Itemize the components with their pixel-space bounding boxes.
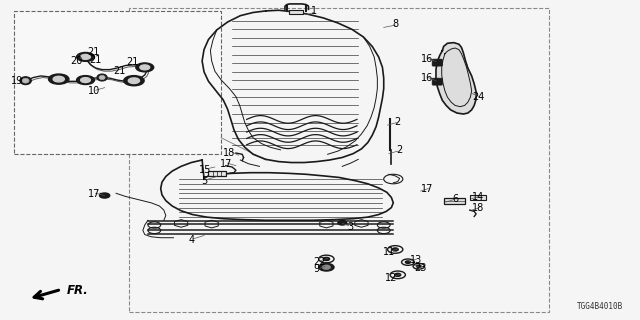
Text: 22: 22 — [314, 257, 326, 267]
Bar — [209, 171, 227, 176]
Circle shape — [81, 78, 90, 83]
Circle shape — [100, 193, 109, 198]
Text: 3: 3 — [348, 222, 354, 232]
FancyBboxPatch shape — [432, 59, 442, 66]
Text: 17: 17 — [88, 189, 100, 199]
Circle shape — [49, 74, 69, 84]
Text: 10: 10 — [88, 86, 100, 96]
Text: 4: 4 — [188, 235, 195, 245]
Circle shape — [417, 265, 421, 268]
Text: 23: 23 — [415, 263, 427, 274]
Text: FR.: FR. — [67, 284, 88, 297]
Text: 2: 2 — [396, 146, 402, 156]
Text: 9: 9 — [314, 264, 320, 275]
Ellipse shape — [99, 76, 105, 80]
Text: 11: 11 — [383, 247, 395, 257]
Text: 2: 2 — [395, 117, 401, 127]
Circle shape — [338, 220, 347, 225]
Ellipse shape — [97, 74, 107, 81]
Bar — [289, 10, 303, 14]
Ellipse shape — [22, 78, 29, 83]
Circle shape — [129, 78, 140, 84]
Text: 5: 5 — [201, 176, 207, 186]
FancyBboxPatch shape — [432, 78, 442, 85]
Text: 1: 1 — [310, 6, 317, 16]
Text: 8: 8 — [392, 19, 398, 29]
Circle shape — [77, 52, 95, 61]
Text: 21: 21 — [126, 57, 138, 67]
Text: 21: 21 — [90, 55, 102, 65]
Text: 16: 16 — [421, 54, 433, 64]
Circle shape — [77, 76, 95, 84]
Circle shape — [53, 76, 65, 82]
Text: TGG4B4010B: TGG4B4010B — [577, 302, 623, 311]
Circle shape — [405, 261, 410, 263]
Text: 16: 16 — [421, 73, 433, 83]
Text: 20: 20 — [70, 56, 83, 66]
Bar — [14, 11, 221, 154]
Polygon shape — [436, 43, 476, 114]
Bar — [444, 198, 465, 204]
Text: 21: 21 — [113, 66, 125, 76]
Text: 24: 24 — [472, 92, 484, 102]
Circle shape — [81, 54, 90, 59]
Ellipse shape — [20, 77, 31, 85]
Circle shape — [392, 248, 398, 251]
Text: 19: 19 — [11, 76, 24, 86]
Bar — [470, 195, 486, 200]
Text: 6: 6 — [452, 194, 458, 204]
Text: 14: 14 — [472, 192, 484, 203]
Circle shape — [319, 263, 334, 271]
Text: 12: 12 — [385, 273, 397, 283]
Circle shape — [124, 76, 144, 86]
Text: 18: 18 — [223, 148, 236, 158]
Text: 15: 15 — [199, 165, 211, 175]
Text: 18: 18 — [472, 203, 484, 213]
Circle shape — [323, 265, 330, 269]
Bar — [129, 8, 549, 312]
Circle shape — [136, 63, 154, 72]
Text: 17: 17 — [421, 184, 433, 194]
Text: 17: 17 — [220, 159, 232, 169]
Circle shape — [323, 257, 330, 260]
Circle shape — [395, 273, 401, 276]
Text: 13: 13 — [410, 255, 422, 265]
Circle shape — [140, 65, 150, 70]
Text: 21: 21 — [88, 46, 100, 57]
